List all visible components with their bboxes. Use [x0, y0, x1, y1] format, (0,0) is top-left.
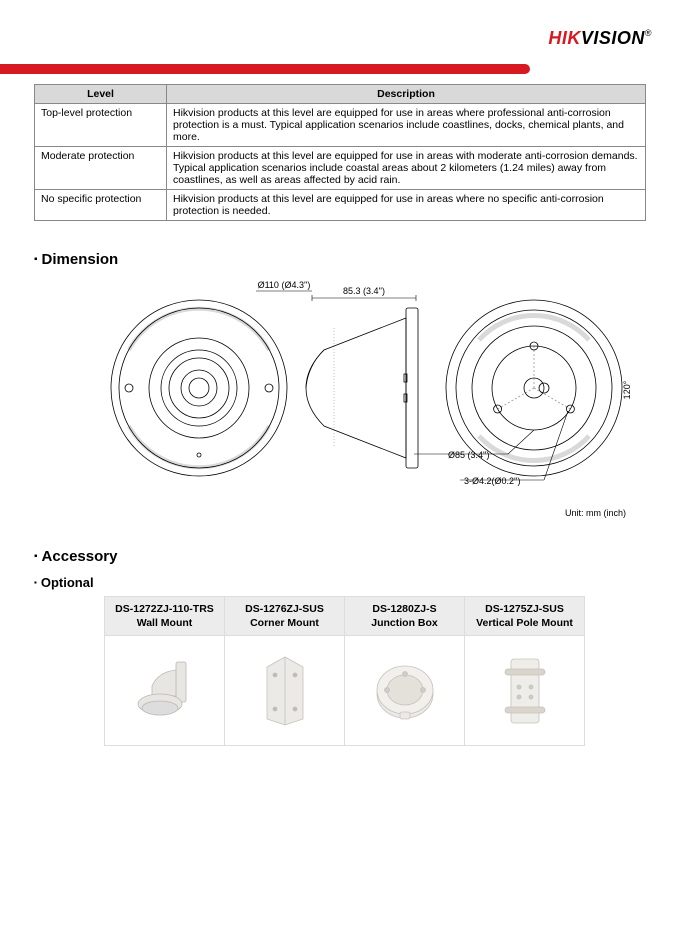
- table-row: Moderate protection Hikvision products a…: [35, 147, 646, 190]
- brand-logo: HIKVISION®: [548, 28, 652, 49]
- table-row: Top-level protection Hikvision products …: [35, 104, 646, 147]
- logo-part2: VISION: [581, 28, 645, 48]
- col-level: Level: [35, 85, 167, 104]
- section-optional: Optional: [34, 575, 646, 590]
- junction-box-icon: [370, 656, 440, 726]
- page-content: Level Description Top-level protection H…: [34, 84, 646, 746]
- acc-name: Vertical Pole Mount: [476, 617, 573, 629]
- table-row: No specific protection Hikvision product…: [35, 190, 646, 221]
- protection-table: Level Description Top-level protection H…: [34, 84, 646, 221]
- acc-cell-pole-mount: [465, 636, 585, 746]
- acc-model: DS-1275ZJ-SUS: [485, 603, 564, 615]
- pole-mount-icon: [495, 651, 555, 731]
- acc-name: Wall Mount: [137, 617, 193, 629]
- cell-level: Moderate protection: [35, 147, 167, 190]
- cell-level: No specific protection: [35, 190, 167, 221]
- wall-mount-icon: [130, 656, 200, 726]
- dim-label: Ø110 (Ø4.3''): [258, 280, 311, 290]
- acc-name: Junction Box: [371, 617, 438, 629]
- dim-label: 85.3 (3.4''): [343, 286, 385, 296]
- section-accessory: Accessory: [34, 548, 646, 565]
- dim-label: 120°: [622, 380, 632, 399]
- cell-level: Top-level protection: [35, 104, 167, 147]
- acc-model: DS-1280ZJ-S: [372, 603, 436, 615]
- cell-desc: Hikvision products at this level are equ…: [167, 104, 646, 147]
- acc-cell-junction-box: [345, 636, 465, 746]
- logo-reg: ®: [645, 28, 652, 38]
- section-dimension: Dimension: [34, 251, 646, 268]
- dim-label: Ø85 (3.4''): [448, 450, 489, 460]
- dimension-unit: Unit: mm (inch): [565, 508, 626, 518]
- acc-header: DS-1272ZJ-110-TRS Wall Mount: [105, 597, 225, 636]
- acc-name: Corner Mount: [250, 617, 319, 629]
- accessory-table: DS-1272ZJ-110-TRS Wall Mount DS-1276ZJ-S…: [104, 596, 585, 746]
- col-desc: Description: [167, 85, 646, 104]
- cell-desc: Hikvision products at this level are equ…: [167, 190, 646, 221]
- cell-desc: Hikvision products at this level are equ…: [167, 147, 646, 190]
- acc-cell-corner-mount: [225, 636, 345, 746]
- acc-header: DS-1280ZJ-S Junction Box: [345, 597, 465, 636]
- logo-part1: HIK: [548, 28, 581, 48]
- dim-label: 3-Ø4.2(Ø0.2''): [464, 476, 520, 486]
- dimension-drawing: Ø110 (Ø4.3'') 85.3 (3.4''): [64, 278, 646, 518]
- acc-model: DS-1272ZJ-110-TRS: [115, 603, 214, 615]
- header-red-bar: [0, 64, 530, 74]
- corner-mount-icon: [255, 651, 315, 731]
- acc-model: DS-1276ZJ-SUS: [245, 603, 324, 615]
- acc-header: DS-1276ZJ-SUS Corner Mount: [225, 597, 345, 636]
- acc-cell-wall-mount: [105, 636, 225, 746]
- acc-header: DS-1275ZJ-SUS Vertical Pole Mount: [465, 597, 585, 636]
